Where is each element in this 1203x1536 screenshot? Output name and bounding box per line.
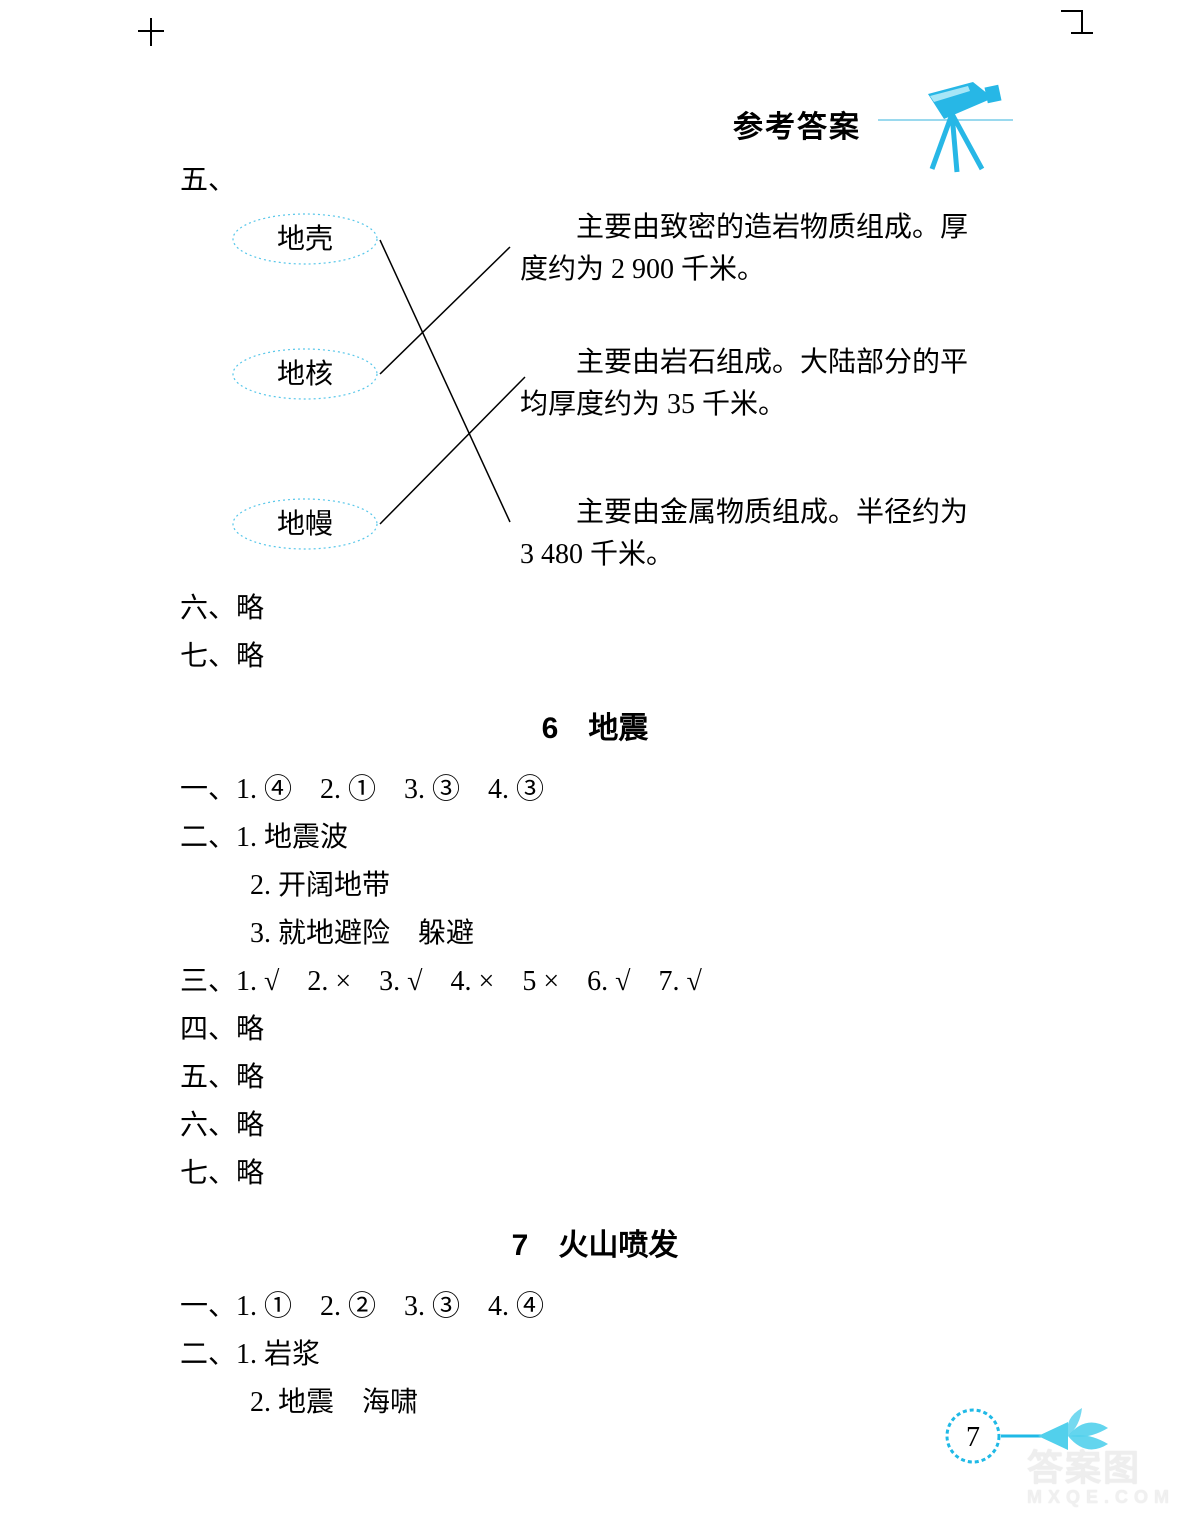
- answer-line: 一、1. ④ 2. ① 3. ③ 4. ③: [180, 769, 1010, 811]
- page-number: 7: [966, 1422, 980, 1453]
- answer-line: 五、略: [180, 1057, 1010, 1099]
- answer-line: 四、略: [180, 1009, 1010, 1051]
- answer-line: 六、略: [180, 1105, 1010, 1147]
- watermark-main: 答案图: [1027, 1447, 1141, 1488]
- answer-line: 3. 就地避险 躲避: [250, 913, 1010, 955]
- answer-line: 六、略: [180, 588, 1010, 630]
- section-6-title: 6 地震: [180, 706, 1010, 751]
- bubble-text: 地壳: [277, 224, 333, 255]
- crop-mark-tr-h: [1061, 10, 1083, 12]
- answer-line: 2. 地震 海啸: [250, 1382, 1010, 1424]
- section-5-diagram: 地壳地核地幔 主要由致密的造岩物质组成。厚度约为 2 900 千米。主要由岩石组…: [190, 202, 970, 582]
- watermark: 答案图 MXQE.COM: [1027, 1439, 1175, 1508]
- bubble-text: 地幔: [277, 509, 333, 540]
- earth-layer-bubble: 地壳: [230, 212, 380, 267]
- earth-layer-description: 主要由金属物质组成。半径约为 3 480 千米。: [520, 492, 970, 576]
- crop-mark-tr-v: [1081, 10, 1083, 32]
- section-5-label: 五、: [180, 160, 1010, 202]
- earth-layer-description: 主要由岩石组成。大陆部分的平均厚度约为 35 千米。: [520, 342, 970, 426]
- earth-layer-bubble: 地核: [230, 347, 380, 402]
- earth-layer-bubble: 地幔: [230, 497, 380, 552]
- content-area: 五、 地壳地核地幔 主要由致密的造岩物质组成。厚度约为 2 900 千米。主要由…: [180, 160, 1010, 1424]
- section-7-title: 7 火山喷发: [180, 1223, 1010, 1268]
- answer-line: 二、1. 岩浆: [180, 1334, 1010, 1376]
- crop-mark-tl: [150, 18, 152, 46]
- earth-layer-description: 主要由致密的造岩物质组成。厚度约为 2 900 千米。: [520, 207, 970, 291]
- watermark-sub: MXQE.COM: [1027, 1487, 1175, 1508]
- answer-line: 三、1. √ 2. × 3. √ 4. × 5 × 6. √ 7. √: [180, 961, 1010, 1003]
- answer-line: 2. 开阔地带: [250, 865, 1010, 907]
- answer-line: 七、略: [180, 1153, 1010, 1195]
- bubble-text: 地核: [277, 359, 333, 390]
- answer-line: 二、1. 地震波: [180, 817, 1010, 859]
- answer-line: 一、1. ① 2. ② 3. ③ 4. ④: [180, 1286, 1010, 1328]
- answer-line: 七、略: [180, 636, 1010, 678]
- page-number-badge: 7: [943, 1396, 1023, 1476]
